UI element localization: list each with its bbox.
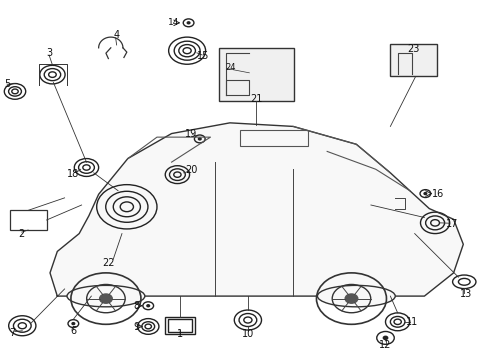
Text: 24: 24: [224, 63, 235, 72]
Text: 1: 1: [177, 329, 183, 339]
Text: 16: 16: [431, 189, 443, 199]
Bar: [168, 319, 192, 332]
Bar: [10, 210, 46, 230]
Text: 4: 4: [114, 30, 120, 40]
Circle shape: [187, 22, 189, 24]
Text: 14: 14: [168, 18, 179, 27]
Ellipse shape: [67, 285, 144, 307]
Circle shape: [146, 305, 149, 307]
Bar: [389, 44, 436, 76]
Text: 13: 13: [459, 289, 471, 298]
Text: 12: 12: [379, 340, 391, 350]
Circle shape: [345, 294, 357, 303]
Text: 17: 17: [446, 219, 458, 229]
Text: 21: 21: [249, 94, 262, 104]
Text: 20: 20: [184, 165, 197, 175]
Text: 23: 23: [406, 44, 419, 54]
Bar: [239, 130, 307, 146]
Circle shape: [100, 294, 112, 303]
Text: 3: 3: [46, 48, 52, 58]
Polygon shape: [50, 123, 462, 296]
Text: 18: 18: [67, 168, 80, 179]
Circle shape: [425, 69, 427, 71]
Circle shape: [198, 138, 201, 140]
Text: 8: 8: [133, 301, 140, 311]
Bar: [165, 317, 195, 334]
Text: 5: 5: [4, 78, 10, 89]
Bar: [218, 48, 293, 101]
Text: 11: 11: [406, 317, 418, 327]
Ellipse shape: [317, 285, 394, 307]
Text: 10: 10: [241, 329, 253, 339]
Circle shape: [257, 88, 260, 90]
Circle shape: [421, 61, 424, 63]
Text: 15: 15: [197, 51, 209, 61]
Text: 7: 7: [9, 328, 15, 338]
Text: 6: 6: [70, 326, 76, 336]
Text: 2: 2: [19, 229, 25, 239]
Circle shape: [72, 323, 75, 325]
Text: 19: 19: [184, 129, 197, 139]
Text: 22: 22: [102, 258, 114, 268]
Circle shape: [383, 336, 387, 339]
Circle shape: [423, 193, 426, 194]
Text: 9: 9: [133, 322, 140, 332]
